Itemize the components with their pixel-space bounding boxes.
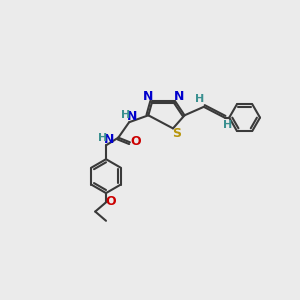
Text: S: S [172, 127, 181, 140]
Text: H: H [122, 110, 131, 120]
Text: N: N [174, 90, 184, 103]
Text: N: N [127, 110, 137, 123]
Text: N: N [143, 90, 154, 103]
Text: O: O [130, 135, 141, 148]
Text: O: O [105, 195, 116, 208]
Text: H: H [98, 134, 108, 143]
Text: H: H [223, 120, 232, 130]
Text: H: H [195, 94, 205, 104]
Text: N: N [104, 133, 114, 146]
